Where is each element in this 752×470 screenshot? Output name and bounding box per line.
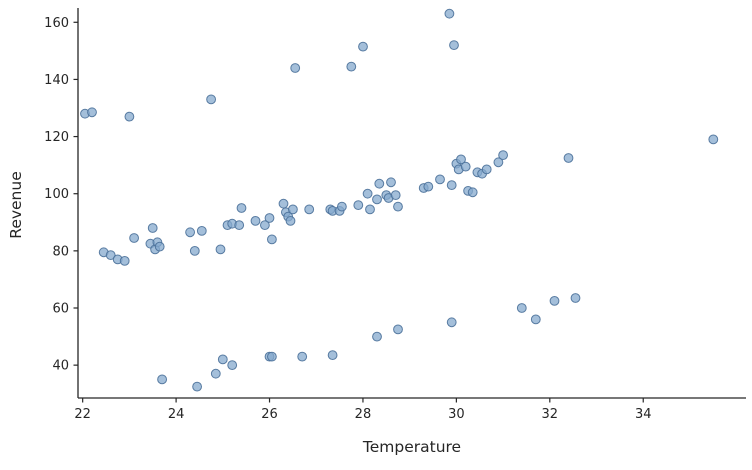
data-point <box>446 180 457 191</box>
data-point <box>87 107 97 118</box>
data-point <box>288 204 298 215</box>
data-point <box>236 203 247 213</box>
data-point <box>570 293 581 303</box>
y-tick-label: 80 <box>52 244 69 259</box>
data-point <box>393 201 403 212</box>
data-point <box>227 360 238 371</box>
data-point <box>372 194 382 205</box>
data-point <box>290 63 301 73</box>
data-point <box>498 150 509 161</box>
data-point <box>285 216 296 226</box>
data-point <box>124 111 135 122</box>
data-point <box>390 190 401 201</box>
y-axis-label: Revenue <box>7 171 25 239</box>
data-point <box>105 250 116 261</box>
x-tick-label: 28 <box>355 407 372 422</box>
x-tick-label: 32 <box>542 407 559 422</box>
data-point <box>362 188 373 199</box>
y-tick-label: 120 <box>44 130 69 145</box>
x-tick-label: 26 <box>261 407 278 422</box>
y-tick-label: 140 <box>44 73 69 88</box>
data-point <box>460 161 471 172</box>
data-point <box>267 234 277 245</box>
x-axis-label: Temperature <box>362 438 462 456</box>
data-point <box>393 324 403 335</box>
data-point <box>297 351 308 362</box>
data-point <box>206 94 217 105</box>
data-point <box>154 241 165 252</box>
data-point <box>327 350 338 361</box>
data-point <box>185 227 196 238</box>
data-point <box>481 164 492 175</box>
data-point <box>346 61 357 72</box>
data-point <box>260 220 270 231</box>
y-tick-label: 160 <box>44 16 69 31</box>
x-tick-label: 34 <box>635 407 652 422</box>
data-point <box>516 303 527 313</box>
data-point <box>217 354 228 365</box>
data-point <box>449 40 459 50</box>
data-point <box>435 174 445 185</box>
y-tick-label: 40 <box>52 359 69 374</box>
data-point <box>264 213 275 223</box>
data-point <box>444 8 455 19</box>
x-tick-label: 24 <box>168 407 185 422</box>
data-point <box>304 204 315 215</box>
data-point <box>353 200 364 211</box>
data-point <box>278 198 289 209</box>
data-point <box>192 381 203 392</box>
data-point <box>386 177 396 188</box>
data-point <box>446 317 457 328</box>
data-point <box>196 226 207 236</box>
data-point <box>129 233 140 243</box>
data-point <box>337 201 347 212</box>
data-point <box>493 157 504 168</box>
data-point <box>267 351 277 362</box>
data-point <box>374 178 385 189</box>
data-point <box>119 256 130 266</box>
x-tick-label: 22 <box>74 407 91 422</box>
data-point <box>358 41 368 52</box>
y-tick-label: 100 <box>44 187 69 202</box>
data-point <box>250 216 261 226</box>
data-point <box>423 181 434 192</box>
data-point <box>215 244 226 255</box>
data-point <box>530 314 541 325</box>
data-point <box>708 134 719 145</box>
data-point <box>456 154 466 165</box>
y-tick-label: 60 <box>52 302 69 317</box>
data-point <box>549 296 560 306</box>
data-point <box>189 246 200 256</box>
data-point <box>467 187 478 198</box>
data-point <box>563 153 574 163</box>
data-point <box>234 220 245 231</box>
data-point <box>157 374 168 385</box>
data-point <box>210 368 221 379</box>
data-point <box>147 223 158 233</box>
x-tick-label: 30 <box>448 407 465 422</box>
data-point <box>365 204 375 215</box>
data-point <box>372 331 382 342</box>
